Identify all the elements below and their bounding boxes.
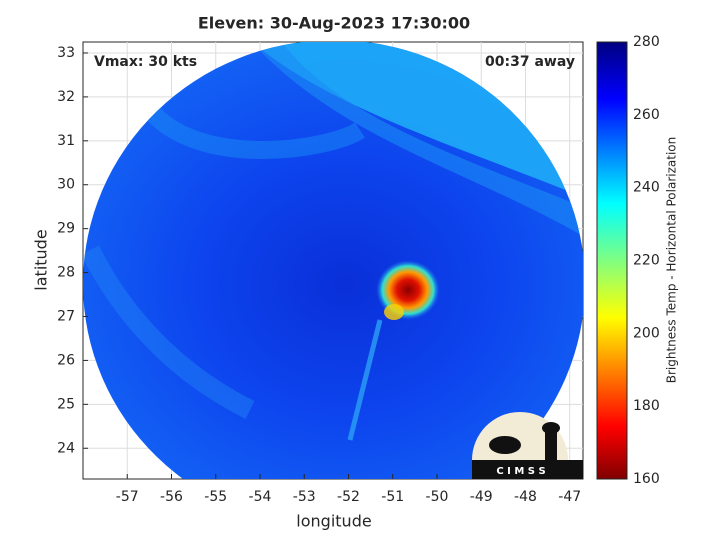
x-tick-label: -47 <box>558 489 581 505</box>
y-tick-label: 32 <box>57 89 75 105</box>
colorbar-tick-label: 160 <box>633 471 660 487</box>
y-tick-label: 24 <box>57 440 75 456</box>
colorbar-tick-label: 240 <box>633 180 660 196</box>
colorbar-tick-label: 200 <box>633 325 660 341</box>
colorbar-tick-label: 280 <box>633 34 660 50</box>
y-tick-label: 25 <box>57 396 75 412</box>
y-tick-label: 31 <box>57 133 75 149</box>
logo-text: C I M S S <box>496 466 545 477</box>
satellite-image <box>83 42 583 479</box>
y-axis-label: latitude <box>32 229 51 290</box>
x-tick-label: -48 <box>514 489 537 505</box>
x-tick-label: -53 <box>293 489 316 505</box>
x-tick-label: -50 <box>426 489 449 505</box>
x-tick-label: -54 <box>249 489 272 505</box>
y-tick-label: 30 <box>57 177 75 193</box>
colorbar-tick-label: 180 <box>633 398 660 414</box>
x-tick-label: -52 <box>337 489 360 505</box>
annotation: 00:37 away <box>485 54 575 70</box>
colorbar-tick-label: 260 <box>633 107 660 123</box>
x-tick-label: -56 <box>160 489 183 505</box>
x-tick-label: -49 <box>470 489 493 505</box>
y-tick-label: 29 <box>57 221 75 237</box>
y-tick-label: 27 <box>57 308 75 324</box>
x-axis-label: longitude <box>296 512 371 531</box>
colorbar-tick-label: 220 <box>633 253 660 269</box>
annotation: Vmax: 30 kts <box>94 54 197 70</box>
x-tick-label: -51 <box>381 489 404 505</box>
colorbar <box>596 41 628 480</box>
x-tick-label: -55 <box>204 489 227 505</box>
y-tick-label: 26 <box>57 352 75 368</box>
colorbar-label: Brightness Temp - Horizontal Polarizatio… <box>665 137 679 384</box>
y-tick-label: 28 <box>57 265 75 281</box>
x-tick-label: -57 <box>116 489 139 505</box>
y-tick-label: 33 <box>57 45 75 61</box>
title: Eleven: 30-Aug-2023 17:30:00 <box>198 14 470 33</box>
logo: C I M S S <box>472 412 583 479</box>
